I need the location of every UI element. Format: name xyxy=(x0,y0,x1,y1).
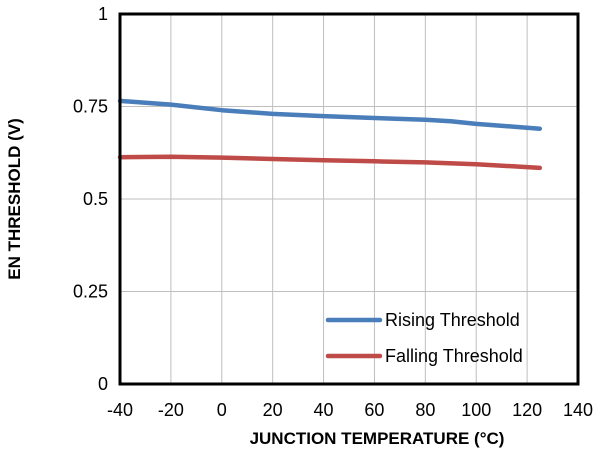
y-tick-label: 0 xyxy=(98,374,108,394)
x-tick-label: -40 xyxy=(107,400,133,420)
x-tick-label: 20 xyxy=(263,400,283,420)
x-tick-label: 0 xyxy=(217,400,227,420)
y-tick-label: 0.75 xyxy=(73,97,108,117)
series-line-1 xyxy=(117,154,543,171)
y-tick-label: 1 xyxy=(98,4,108,24)
legend-label-1: Falling Threshold xyxy=(385,346,523,366)
y-axis-title: EN THRESHOLD (V) xyxy=(5,118,24,280)
x-tick-label: 120 xyxy=(512,400,542,420)
y-tick-label: 0.5 xyxy=(83,189,108,209)
legend-label-0: Rising Threshold xyxy=(385,310,520,330)
x-tick-label: 60 xyxy=(364,400,384,420)
x-axis-title: JUNCTION TEMPERATURE (°C) xyxy=(250,429,505,448)
x-tick-label: 140 xyxy=(563,400,593,420)
series-lines xyxy=(117,98,543,171)
series-line-0 xyxy=(117,98,543,131)
plot-frame xyxy=(118,12,580,386)
legend: Rising Threshold Falling Threshold xyxy=(325,310,523,366)
x-tick-label: -20 xyxy=(158,400,184,420)
x-tick-label: 40 xyxy=(314,400,334,420)
tick-labels: -40 -20 0 20 40 60 80 100 120 140 0 0.25 0.5 0.75 1 xyxy=(73,4,593,420)
x-tick-label: 100 xyxy=(461,400,491,420)
y-tick-label: 0.25 xyxy=(73,282,108,302)
x-tick-label: 80 xyxy=(415,400,435,420)
